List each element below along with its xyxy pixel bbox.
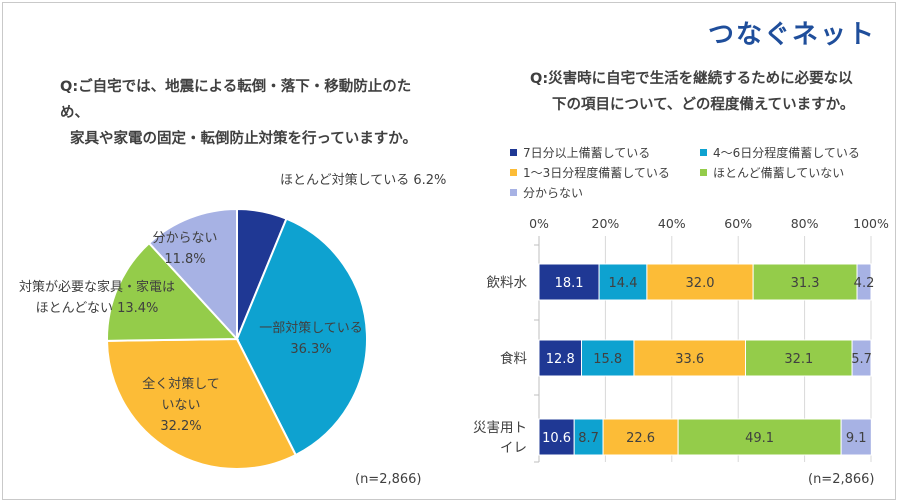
x-tick-label: 40% — [658, 216, 686, 231]
data-label: 5.7 — [851, 352, 872, 367]
legend-item-1to3days: 1～3日分程度備蓄している — [510, 164, 670, 181]
data-label: 49.1 — [745, 431, 774, 446]
data-label: 8.7 — [578, 431, 599, 446]
data-label: 4.2 — [854, 276, 875, 291]
left-question: Q:ご自宅では、地震による転倒・落下・移動防止のため、 家具や家電の固定・転倒防… — [60, 74, 430, 152]
data-label: 9.1 — [846, 431, 867, 446]
data-label: 31.3 — [791, 276, 820, 291]
category-label: 災害用ト — [473, 420, 527, 436]
category-label: イレ — [500, 440, 527, 456]
pie-label: 全く対策して — [142, 376, 220, 392]
legend-label: 4～6日分程度備蓄している — [713, 146, 860, 160]
bar-segment — [580, 339, 635, 377]
legend-label: 分からない — [523, 186, 584, 200]
bar-segment — [752, 263, 858, 301]
legend-swatch — [700, 169, 707, 176]
left-sample-size: (n=2,866) — [355, 472, 422, 487]
legend-item-unknown: 分からない — [510, 184, 583, 201]
pie-label: 32.2% — [160, 419, 201, 434]
category-label: 飲料水 — [487, 275, 528, 291]
data-label: 33.6 — [675, 352, 704, 367]
legend-item-4to6days: 4～6日分程度備蓄している — [700, 144, 860, 161]
pie-label: 分からない — [152, 231, 217, 246]
data-label: 18.1 — [555, 276, 584, 291]
legend-swatch — [510, 169, 517, 176]
x-tick-label: 0% — [529, 216, 549, 231]
bar-segment — [840, 418, 872, 456]
legend-swatch — [510, 189, 517, 196]
pie-slice — [106, 241, 240, 342]
legend-item-none: ほとんど備蓄していない — [700, 164, 844, 181]
data-label: 32.1 — [784, 352, 813, 367]
bar-segment — [598, 263, 648, 301]
pie-slice — [105, 337, 298, 470]
legend-swatch — [510, 149, 517, 156]
data-label: 12.8 — [546, 352, 575, 367]
legend-label: 1～3日分程度備蓄している — [523, 166, 670, 180]
right-question-line1: Q:災害時に自宅で生活を継続するために必要な以 — [530, 71, 853, 87]
pie-label: 一部対策している — [259, 320, 363, 336]
pie-slice — [147, 207, 238, 342]
left-question-line2: 家具や家電の固定・転倒防止対策を行っていますか。 — [70, 131, 417, 147]
pie-slice — [235, 217, 368, 457]
data-label: 10.6 — [542, 431, 571, 446]
pie-label: 36.3% — [290, 342, 331, 357]
right-question-line2: 下の項目について、どの程度備えていますか。 — [552, 97, 855, 113]
pie-label: 対策が必要な家具・家電は — [19, 279, 175, 295]
x-tick-label: 80% — [791, 216, 819, 231]
legend-label: 7日分以上備蓄している — [523, 146, 651, 160]
bar-segment — [856, 263, 872, 301]
data-label: 22.6 — [626, 431, 655, 446]
data-label: 32.0 — [686, 276, 715, 291]
bar-segment — [851, 339, 872, 377]
bar-segment — [602, 418, 679, 456]
pie-label: いない — [161, 398, 200, 413]
right-question: Q:災害時に自宅で生活を継続するために必要な以 下の項目について、どの程度備えて… — [530, 66, 880, 118]
x-tick-label: 60% — [724, 216, 752, 231]
right-sample-size: (n=2,866) — [808, 472, 875, 487]
x-tick-label: 20% — [592, 216, 620, 231]
pie-label: ほとんどない 13.4% — [36, 301, 159, 316]
legend-swatch — [700, 149, 707, 156]
legend-label: ほとんど備蓄していない — [713, 166, 845, 180]
bar-segment — [745, 339, 853, 377]
x-tick-label: 100% — [853, 216, 889, 231]
bar-segment — [573, 418, 604, 456]
pie-label: ほとんど対策している 6.2% — [280, 172, 446, 188]
brand-logo: つなぐネット — [707, 20, 876, 50]
bar-segment — [538, 418, 575, 456]
legend-item-7days: 7日分以上備蓄している — [510, 144, 650, 161]
data-label: 15.8 — [593, 352, 622, 367]
bar-segment — [646, 263, 754, 301]
category-label: 食料 — [500, 350, 528, 367]
bar-segment — [633, 339, 747, 377]
left-question-line1: Q:ご自宅では、地震による転倒・落下・移動防止のため、 — [60, 79, 412, 121]
pie-label: 11.8% — [164, 252, 205, 267]
data-label: 14.4 — [609, 276, 638, 291]
bar-segment — [538, 339, 582, 377]
